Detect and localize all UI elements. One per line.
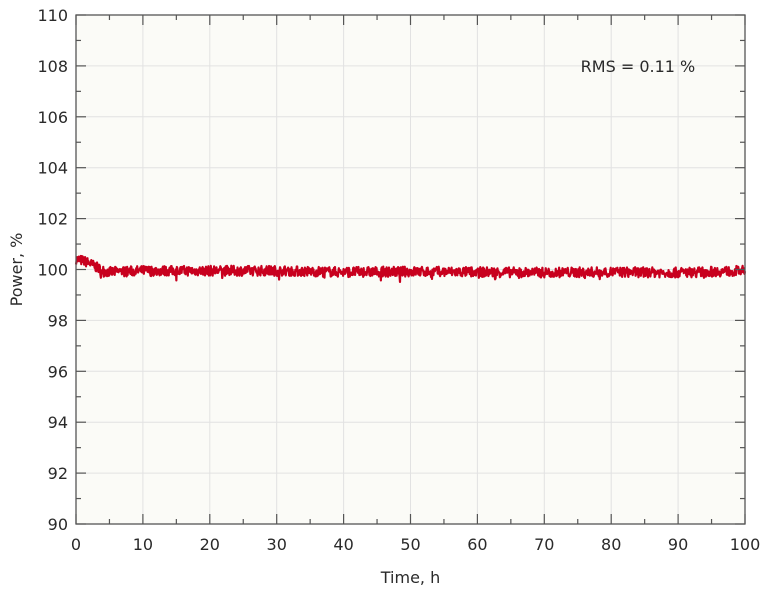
x-tick-label: 90: [668, 535, 688, 554]
y-tick-label: 104: [37, 159, 68, 178]
y-axis-label: Power, %: [7, 233, 26, 307]
x-tick-label: 30: [267, 535, 287, 554]
x-tick-label: 20: [200, 535, 220, 554]
x-tick-label: 10: [133, 535, 153, 554]
rms-annotation: RMS = 0.11 %: [581, 57, 696, 76]
x-axis-ticks: 0 10 20 30 40 50 60 70 80 90 100: [71, 15, 760, 554]
y-tick-label: 102: [37, 210, 68, 229]
x-tick-label: 40: [333, 535, 353, 554]
y-tick-label: 108: [37, 57, 68, 76]
x-axis-label: Time, h: [380, 568, 440, 587]
x-tick-label: 80: [601, 535, 621, 554]
y-tick-label: 96: [48, 362, 68, 381]
y-tick-label: 98: [48, 311, 68, 330]
x-tick-label: 100: [730, 535, 761, 554]
power-series: [74, 254, 747, 284]
y-tick-label: 94: [48, 413, 68, 432]
y-tick-label: 106: [37, 108, 68, 127]
x-tick-label: 70: [534, 535, 554, 554]
y-axis-ticks: 90 92 94 96 98 100 102 104 106 108 110: [37, 6, 745, 534]
y-tick-label: 92: [48, 464, 68, 483]
y-tick-label: 90: [48, 515, 68, 534]
x-tick-label: 60: [467, 535, 487, 554]
y-tick-label: 100: [37, 261, 68, 280]
x-tick-label: 50: [400, 535, 420, 554]
y-tick-label: 110: [37, 6, 68, 25]
x-tick-label: 0: [71, 535, 81, 554]
